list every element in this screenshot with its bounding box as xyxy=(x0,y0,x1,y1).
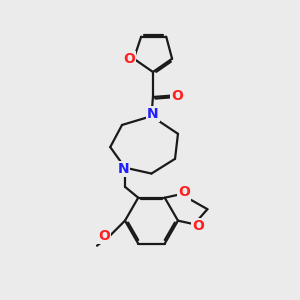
Text: O: O xyxy=(178,185,190,200)
Text: O: O xyxy=(171,88,183,103)
Text: N: N xyxy=(118,162,129,176)
Text: N: N xyxy=(147,107,159,121)
Text: O: O xyxy=(192,219,204,233)
Text: O: O xyxy=(123,52,135,66)
Text: O: O xyxy=(98,229,110,243)
